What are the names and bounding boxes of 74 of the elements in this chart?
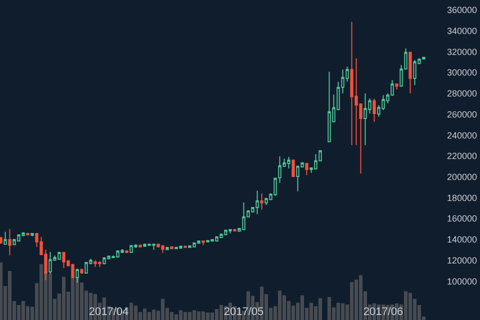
bar xyxy=(206,312,210,320)
bar xyxy=(129,302,134,320)
bar xyxy=(201,311,206,320)
x-tick-label: 2017/05 xyxy=(224,306,264,318)
bar xyxy=(174,314,178,320)
bar xyxy=(300,295,304,320)
bar xyxy=(39,264,44,320)
candlestick xyxy=(170,246,174,250)
bar xyxy=(142,308,147,320)
y-tick-label: 320000 xyxy=(446,46,477,57)
y-tick-label: 240000 xyxy=(446,130,477,140)
y-tick-label: 300000 xyxy=(446,68,477,78)
y-tick-label: 180000 xyxy=(446,192,477,203)
candlestick xyxy=(184,245,187,248)
y-tick-label: 160000 xyxy=(446,214,477,224)
bar xyxy=(210,312,214,320)
bar xyxy=(336,302,340,320)
candlestick xyxy=(26,232,30,236)
candlestick xyxy=(166,246,169,250)
candlestick xyxy=(0,236,2,244)
y-tick-label: 280000 xyxy=(446,88,477,99)
bar xyxy=(309,302,314,320)
bar xyxy=(21,300,26,320)
bar xyxy=(350,282,354,320)
candlestick xyxy=(125,250,128,254)
bar xyxy=(408,292,412,320)
candlestick xyxy=(372,98,376,122)
bar xyxy=(70,277,75,320)
candlestick xyxy=(30,232,34,237)
candlestick xyxy=(80,268,84,274)
bar xyxy=(214,309,219,320)
bar xyxy=(358,275,363,320)
y-tick-label: 120000 xyxy=(446,255,477,266)
bar xyxy=(178,310,183,320)
bar xyxy=(278,290,282,320)
bar xyxy=(0,262,3,320)
candlestick xyxy=(202,240,205,246)
bar xyxy=(147,312,152,320)
bar xyxy=(219,305,224,320)
x-tick-label: 2017/04 xyxy=(88,306,129,318)
candlestick xyxy=(8,228,12,256)
y-tick-label: 140000 xyxy=(446,234,477,245)
y-tick-label: 200000 xyxy=(446,172,477,182)
candlestick xyxy=(408,51,412,94)
bar xyxy=(192,310,196,320)
bar xyxy=(188,312,192,320)
bar xyxy=(134,306,138,320)
bar xyxy=(62,276,66,320)
bar xyxy=(8,271,12,320)
y-tick-label: 100000 xyxy=(446,276,477,286)
bar xyxy=(170,312,174,320)
candlestick xyxy=(395,84,398,90)
bar xyxy=(75,277,80,320)
candlestick xyxy=(233,228,236,232)
bar xyxy=(340,303,345,320)
y-tick-label: 220000 xyxy=(446,151,477,162)
candlestick xyxy=(4,231,7,245)
bar xyxy=(183,312,188,320)
bar xyxy=(16,305,21,320)
bar xyxy=(327,296,332,320)
y-tick-label: 340000 xyxy=(446,26,477,36)
bar xyxy=(152,310,156,320)
candlestick xyxy=(138,244,142,248)
candlestick xyxy=(305,162,308,176)
bar xyxy=(48,274,52,320)
y-tick-label: 260000 xyxy=(446,109,477,120)
candlestick xyxy=(260,193,264,210)
x-tick-label: 2017/06 xyxy=(363,306,404,318)
bar xyxy=(404,291,408,320)
bar xyxy=(318,298,322,320)
candlestick xyxy=(292,159,295,178)
bar xyxy=(196,311,201,320)
y-tick-label: 360000 xyxy=(446,5,477,16)
bar xyxy=(160,298,165,320)
